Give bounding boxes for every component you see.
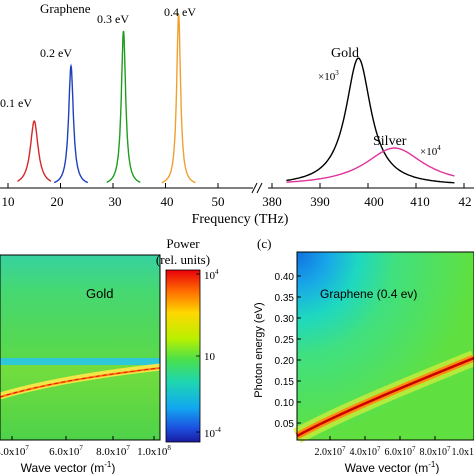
series-curve-0.1-ev xyxy=(17,120,52,182)
spectrum-panel: 10 20 30 40 50 380 390 400 410 42 Freque… xyxy=(0,1,474,227)
spectrum-tick-label-20: 20 xyxy=(51,194,64,209)
colorbar-gradient xyxy=(165,269,201,443)
colorbar-ticks xyxy=(196,273,200,433)
spectrum-tick-label-10: 10 xyxy=(2,194,15,209)
spectrum-tick-label-380: 380 xyxy=(262,194,282,209)
graphene-y-tick-0.35: 0.35 xyxy=(275,293,295,304)
series-label-0.3ev: 0.3 eV xyxy=(97,12,129,26)
graphene-y-tick-0.15: 0.15 xyxy=(275,377,295,388)
graphene-x-axis-title: Wave vector (m-1) xyxy=(345,460,440,474)
graphene-y-tick-0.40: 0.40 xyxy=(275,272,295,283)
colorbar-title-line2: (rel. units) xyxy=(156,252,210,267)
graphene-y-tick-0.05: 0.05 xyxy=(275,419,295,430)
spectrum-x-axis-title: Frequency (THz) xyxy=(192,212,289,227)
graphene-group-label: Graphene xyxy=(40,1,91,16)
graphene-y-tick-0.10: 0.10 xyxy=(275,398,295,409)
graphene-panel-label: Graphene (0.4 ev) xyxy=(320,287,417,301)
series-curve-0.3-ev xyxy=(106,30,141,183)
gold-heatmap-gap-band xyxy=(0,358,160,365)
series-curve-0.2-ev xyxy=(53,63,89,184)
graphene-band-core xyxy=(296,356,474,438)
colorbar-tick-10: 10 xyxy=(204,351,216,363)
gold-tick-label-8e7: 8.0x107 xyxy=(96,444,130,458)
series-label-0.2ev: 0.2 eV xyxy=(40,46,72,60)
gold-scale-factor: ×103 xyxy=(318,69,339,83)
spectrum-tick-label-30: 30 xyxy=(109,194,122,209)
gold-tick-label-1e8: 1.0x108 xyxy=(137,444,171,458)
spectrum-tick-label-390: 390 xyxy=(310,194,330,209)
gold-panel-label: Gold xyxy=(86,286,113,301)
graphene-y-tick-0.20: 0.20 xyxy=(275,356,295,367)
spectrum-tick-label-40: 40 xyxy=(161,194,174,209)
graphene-heatmap-corner-glow xyxy=(297,252,474,440)
spectrum-tick-label-50: 50 xyxy=(212,194,225,209)
gold-dispersion-core xyxy=(0,367,161,398)
series-curve-silver xyxy=(286,147,455,183)
graphene-x-tick-1e8: 1.0x1 xyxy=(452,447,474,458)
gold-x-ticks xyxy=(11,436,155,440)
silver-scale-factor: ×104 xyxy=(420,144,441,158)
series-curve-0.4-ev xyxy=(161,13,196,184)
series-label-0.4ev: 0.4 eV xyxy=(164,5,196,19)
colorbar-title-line1: Power xyxy=(166,236,200,251)
colorbar-tick-10e4: 104 xyxy=(204,268,219,282)
spectrum-ticks xyxy=(7,183,465,188)
graphene-x-tick-4e7: 4.0x107 xyxy=(350,445,382,458)
graphene-heatmap-panel: (c) Graphene (0.4 ev) 0.40 0.35 0.30 0.2… xyxy=(253,236,474,474)
graphene-y-tick-0.30: 0.30 xyxy=(275,314,295,325)
spectrum-tick-label-400: 400 xyxy=(364,194,384,209)
graphene-ticks xyxy=(297,275,436,440)
series-label-0.1ev: 0.1 eV xyxy=(0,96,32,110)
gold-heatmap-frame xyxy=(0,254,161,441)
gold-x-axis-title: Wave vector (m-1) xyxy=(21,460,116,474)
graphene-x-tick-8e7: 8.0x107 xyxy=(420,445,452,458)
axis-break-marks xyxy=(251,182,263,194)
series-label-gold: Gold xyxy=(331,46,359,61)
graphene-y-tick-0.25: 0.25 xyxy=(275,335,295,346)
gold-heatmap-panel: Gold 4.0x107 6.0x107 8.0x107 1.0x108 Wav… xyxy=(0,254,171,474)
series-curve-gold xyxy=(286,57,455,184)
panel-label-c: (c) xyxy=(257,236,271,251)
spectrum-curves xyxy=(17,13,455,184)
spectrum-tick-label-42: 42 xyxy=(459,194,472,209)
graphene-heatmap-frame xyxy=(296,251,474,441)
gold-tick-label-6e7: 6.0x107 xyxy=(49,444,83,458)
series-label-silver: Silver xyxy=(373,134,407,149)
graphene-y-axis-title: Photon energy (eV) xyxy=(253,302,265,397)
colorbar: Power (rel. units) 104 10 10-4 xyxy=(156,236,221,443)
gold-heatmap-upper xyxy=(0,255,160,358)
gold-tick-label-4e7: 4.0x107 xyxy=(0,444,29,458)
colorbar-tick-10e-4: 10-4 xyxy=(204,426,221,440)
spectrum-tick-label-410: 410 xyxy=(410,194,430,209)
graphene-x-tick-2e7: 2.0x107 xyxy=(315,445,347,458)
graphene-x-tick-6e7: 6.0x107 xyxy=(385,445,417,458)
